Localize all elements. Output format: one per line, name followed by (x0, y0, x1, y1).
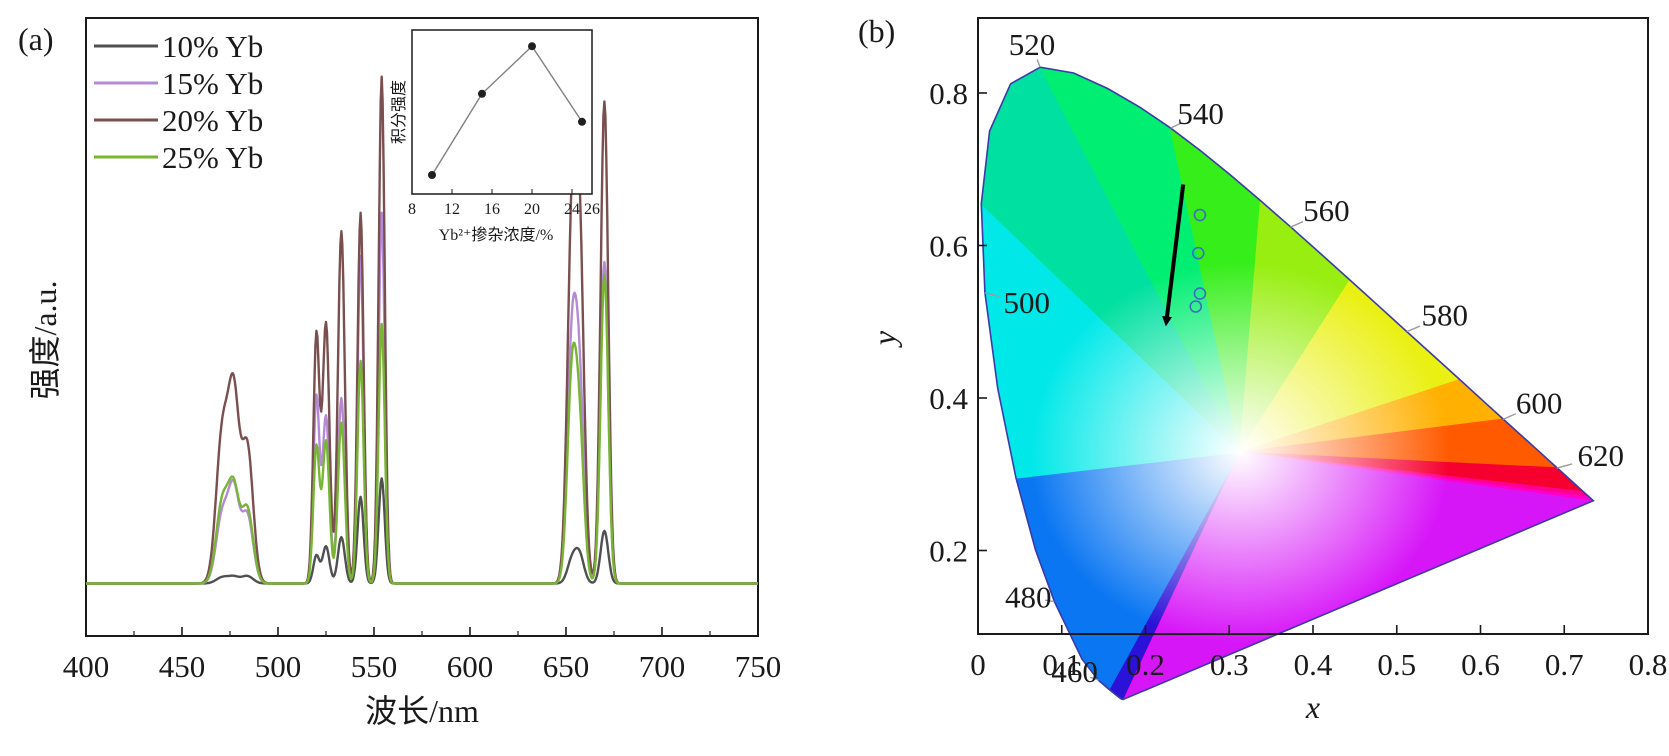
wavelength-label: 600 (1516, 385, 1563, 420)
wavelength-tick (1406, 325, 1421, 333)
panel-a-x-axis-label: 波长/nm (365, 693, 479, 729)
y-tick-label: 0.6 (929, 229, 968, 264)
series-line (86, 477, 758, 585)
x-tick-label: 0.3 (1210, 647, 1249, 682)
wavelength-label: 560 (1303, 193, 1350, 228)
x-tick-label: 0.4 (1294, 647, 1333, 682)
panel-b-axes: 0 0.1 0.2 0.3 0.4 0.5 0.6 0.7 0.8 0.2 0.4 0.6 0.8 (929, 76, 1667, 682)
x-tick-label: 0.1 (1042, 647, 1081, 682)
x-tick-label: 0 (970, 647, 986, 682)
y-tick-label: 0.8 (929, 76, 968, 111)
inset-tick-label: 20 (524, 201, 540, 218)
wavelength-tick (1045, 599, 1055, 603)
chromaticity-point (1193, 208, 1207, 222)
panel-b-label: (b) (858, 13, 895, 49)
x-tick-label: 0.8 (1629, 647, 1668, 682)
x-tick-label: 450 (159, 649, 206, 684)
panel-a-label: (a) (18, 21, 54, 57)
series-line (86, 273, 758, 585)
wavelength-tick (984, 292, 1000, 297)
inset-tick-label: 24 (564, 201, 580, 218)
inset-point (578, 117, 586, 126)
x-tick-label: 400 (63, 649, 110, 684)
inset-point (478, 89, 486, 98)
y-tick-label: 0.4 (929, 381, 968, 416)
inset-tick-label: 26 (584, 201, 600, 218)
panel-a-inset: 8 12 16 20 24 26 Yb²⁺掺杂浓度/% 积分强度 (390, 29, 600, 244)
inset-frame (411, 29, 593, 195)
wavelength-label: 520 (1009, 27, 1056, 62)
legend-label: 20% Yb (162, 103, 263, 138)
x-tick-label: 650 (543, 649, 590, 684)
x-tick-label: 600 (447, 649, 494, 684)
inset-tick-label: 8 (408, 201, 416, 218)
chromaticity-point (1191, 246, 1205, 260)
legend-label: 25% Yb (162, 140, 263, 175)
wavelength-label: 580 (1422, 298, 1469, 333)
x-tick-label: 550 (351, 649, 398, 684)
inset-y-axis-label: 积分强度 (390, 80, 408, 144)
inset-plot (428, 42, 586, 179)
wavelength-labels: 460 480 500 520 540 560 580 600 620 (984, 27, 1624, 689)
panel-a-series-lines (86, 75, 758, 585)
inset-point (528, 42, 536, 51)
wavelength-label: 480 (1005, 580, 1052, 615)
panel-a: (a) 400 450 500 550 600 650 700 750 波长/nm 强度/a.… (18, 17, 782, 729)
cie-color-gamut (981, 67, 1594, 700)
inset-x-axis-label: Yb²⁺掺杂浓度/% (439, 226, 554, 244)
x-tick-label: 0.2 (1126, 647, 1165, 682)
panel-a-y-axis-label: 强度/a.u. (27, 280, 63, 399)
wavelength-tick (1502, 413, 1516, 420)
chromaticity-point (1193, 287, 1207, 300)
inset-point (428, 171, 436, 179)
x-tick-label: 500 (255, 649, 302, 684)
inset-line (431, 45, 583, 176)
wavelength-tick (1036, 59, 1041, 68)
shift-arrow (1162, 184, 1186, 327)
chromaticity-point (1189, 300, 1203, 313)
x-tick-label: 700 (639, 649, 686, 684)
wavelength-label: 500 (1003, 285, 1050, 320)
wavelength-tick (1290, 220, 1304, 228)
panel-a-x-axis: 400 450 500 550 600 650 700 750 (63, 627, 782, 684)
wavelength-tick (1170, 122, 1182, 129)
legend-label: 15% Yb (162, 66, 263, 101)
panel-b-x-axis-label: x (1305, 689, 1320, 725)
wavelength-tick (1556, 463, 1573, 469)
inset-x-axis: 8 12 16 20 24 26 (408, 189, 600, 218)
legend-label: 10% Yb (162, 29, 263, 64)
inset-tick-label: 12 (444, 201, 460, 218)
wavelength-tick (1089, 676, 1099, 681)
y-tick-label: 0.2 (929, 534, 968, 569)
series-line (86, 211, 758, 585)
x-tick-label: 0.6 (1461, 647, 1500, 682)
wavelength-label: 620 (1577, 438, 1624, 473)
chromaticity-points (1189, 208, 1207, 313)
x-tick-label: 750 (735, 649, 782, 684)
x-tick-label: 0.5 (1377, 647, 1416, 682)
panel-b: (b) 0 0.1 0.2 0.3 0.4 0.5 0.6 0.7 0.8 0.2 0.4 0.6 0.… (858, 13, 1667, 725)
inset-tick-label: 16 (484, 201, 500, 218)
white-point-glow (1029, 262, 1450, 643)
wavelength-label: 540 (1177, 96, 1224, 131)
spectral-locus (980, 66, 1595, 701)
wavelength-label: 460 (1051, 654, 1098, 689)
x-tick-label: 0.7 (1545, 647, 1584, 682)
panel-b-y-axis-label: y (866, 330, 902, 348)
